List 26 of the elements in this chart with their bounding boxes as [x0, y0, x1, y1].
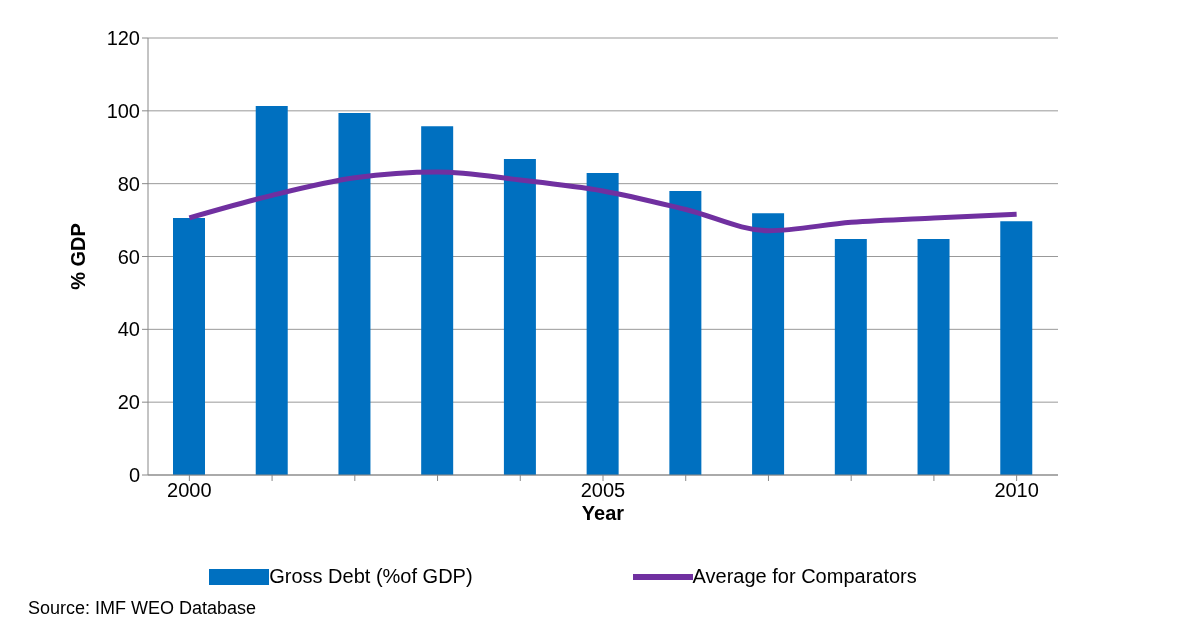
y-axis-title: % GDP [67, 223, 90, 290]
bar [338, 113, 371, 475]
bar [917, 239, 950, 475]
bar [669, 190, 702, 475]
x-tick-label: 2005 [580, 479, 626, 502]
bar [503, 158, 536, 475]
legend-label: Gross Debt (%of GDP) [269, 565, 473, 588]
bar [1000, 221, 1033, 475]
x-tick-label: 2010 [994, 479, 1039, 502]
source-note: Source: IMF WEO Database [28, 598, 258, 619]
bar [421, 126, 454, 475]
bar [255, 106, 288, 475]
x-axis-title: Year [581, 502, 625, 524]
bar [586, 173, 619, 475]
y-tick-label: 40 [117, 318, 140, 341]
y-tick-label: 100 [106, 99, 140, 122]
y-tick-label: 20 [117, 391, 140, 414]
y-tick-label: 60 [117, 245, 140, 268]
legend-label: Average for Comparators [692, 565, 917, 588]
bar [173, 217, 205, 475]
bar [834, 239, 867, 475]
y-tick-label: 80 [117, 172, 140, 195]
y-tick-label: 120 [106, 27, 140, 50]
bar [752, 213, 785, 475]
x-tick-label: 2000 [167, 479, 212, 502]
y-tick-label: 0 [128, 464, 140, 487]
